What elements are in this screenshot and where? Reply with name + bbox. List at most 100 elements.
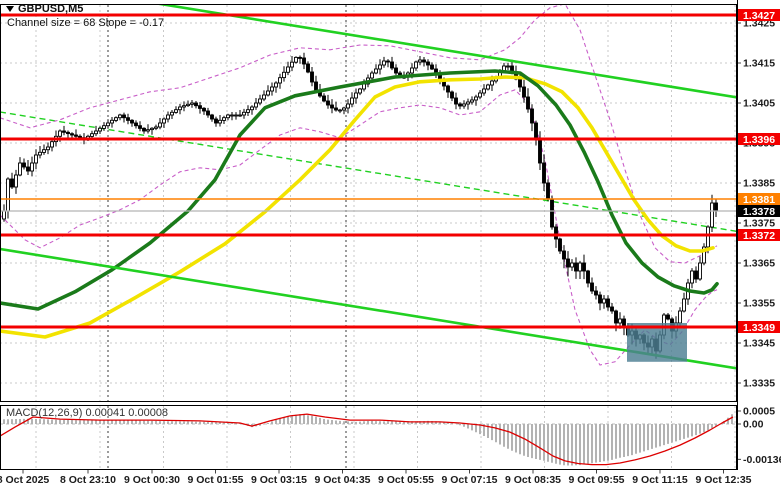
svg-text:0.00: 0.00 [743, 419, 764, 431]
candle-down [194, 102, 198, 107]
candle-up [190, 102, 194, 105]
candle-up [462, 103, 466, 107]
candle-up [162, 118, 166, 124]
candle-up [282, 71, 286, 79]
candle-up [354, 92, 358, 99]
candle-up [246, 109, 250, 113]
candle-up [234, 114, 238, 117]
price-axis-labels[interactable]: 1.34251.34151.34051.33951.33851.33751.33… [737, 9, 781, 466]
price-badge-1.3381 [738, 193, 780, 205]
candle-down [574, 262, 578, 272]
candle-up [270, 86, 274, 92]
candle-down [326, 100, 330, 106]
panel-borders [0, 0, 738, 470]
candle-down [538, 138, 542, 164]
svg-text:8 Oct 23:10: 8 Oct 23:10 [60, 474, 116, 486]
candle-up [486, 84, 490, 90]
candle-up [286, 66, 290, 73]
macd-panel-border [0, 405, 737, 470]
candle-up [2, 210, 6, 220]
candle-up [706, 226, 710, 248]
candle-down [66, 131, 70, 135]
candle-up [578, 262, 582, 272]
candle-down [550, 198, 554, 228]
candle-up [474, 96, 478, 101]
candle-up [258, 98, 262, 104]
candle-up [226, 114, 230, 119]
candle-down [26, 166, 30, 172]
candle-down [134, 122, 138, 127]
candle-up [342, 107, 346, 111]
candle-down [314, 81, 318, 91]
candle-up [150, 127, 154, 131]
candle-up [570, 262, 574, 268]
candle-up [110, 119, 114, 124]
svg-text:9 Oct 07:15: 9 Oct 07:15 [441, 474, 497, 486]
candle-up [154, 126, 158, 129]
candle-down [70, 133, 74, 136]
svg-text:0.0005: 0.0005 [743, 406, 775, 418]
candle-up [370, 72, 374, 79]
candle-down [142, 127, 146, 132]
macd-signal-line [0, 413, 734, 466]
candle-up [378, 64, 382, 70]
candle-up [118, 114, 122, 119]
candle-up [174, 109, 178, 113]
svg-text:1.3381: 1.3381 [743, 194, 775, 206]
candle-down [594, 290, 598, 296]
candle-up [490, 80, 494, 86]
candle-down [322, 95, 326, 102]
candle-down [454, 97, 458, 105]
candle-up [294, 56, 298, 63]
candle-up [98, 127, 102, 132]
time-axis[interactable] [0, 470, 781, 489]
main-panel-border [0, 4, 737, 402]
candle-down [666, 314, 670, 320]
svg-text:9 Oct 00:30: 9 Oct 00:30 [124, 474, 180, 486]
price-axis[interactable] [737, 0, 781, 470]
candle-down [22, 162, 26, 168]
candle-down [586, 270, 590, 284]
candle-down [566, 258, 570, 268]
candle-down [522, 86, 526, 98]
candle-up [250, 106, 254, 111]
candle-down [458, 103, 462, 107]
candle-up [702, 246, 706, 264]
svg-text:1.3405: 1.3405 [743, 98, 775, 110]
candle-down [610, 306, 614, 312]
candle-up [186, 103, 190, 107]
candle-down [310, 71, 314, 83]
candle-up [266, 90, 270, 96]
svg-text:1.3335: 1.3335 [743, 378, 775, 390]
svg-text:9 Oct 12:35: 9 Oct 12:35 [695, 474, 751, 486]
time-axis-labels[interactable]: 8 Oct 2025 8 Oct 23:10 9 Oct 00:30 9 Oct 01… [0, 470, 752, 486]
candle-up [602, 298, 606, 304]
candle-up [146, 129, 150, 132]
candle-up [678, 310, 682, 324]
svg-text:1.3355: 1.3355 [743, 298, 775, 310]
svg-text:1.3372: 1.3372 [743, 230, 775, 242]
candle-down [122, 114, 126, 119]
price-badge-1.3396 [738, 133, 780, 145]
regression-channel-lower [0, 247, 737, 370]
candle-up [350, 97, 354, 105]
candle-up [170, 111, 174, 116]
candle-up [506, 65, 510, 68]
symbol-label: GBPUSD,M5 [6, 3, 83, 15]
price-badge-1.3427 [738, 9, 780, 21]
candle-down [542, 162, 546, 184]
candle-down [526, 96, 530, 110]
candle-up [178, 106, 182, 111]
candle-down [446, 85, 450, 93]
candle-up [470, 99, 474, 103]
bollinger-upper-band [0, 4, 718, 264]
candle-down [138, 125, 142, 129]
candle-up [218, 119, 222, 124]
candle-down [302, 57, 306, 65]
candle-down [422, 59, 426, 63]
candle-up [102, 125, 106, 129]
candle-up [690, 270, 694, 284]
candle-down [198, 105, 202, 109]
